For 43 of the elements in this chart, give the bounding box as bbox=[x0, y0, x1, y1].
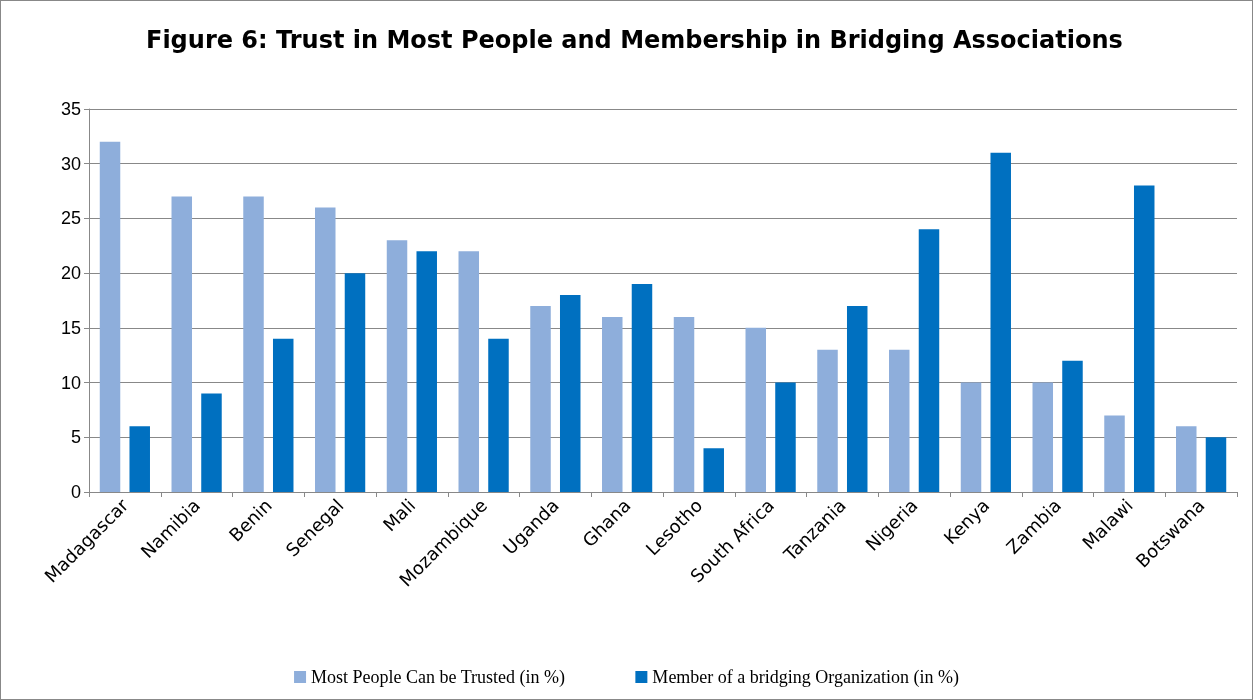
bar bbox=[201, 393, 222, 492]
bar bbox=[990, 152, 1011, 492]
bar bbox=[846, 305, 868, 492]
legend-label: Member of a bridging Organization (in %) bbox=[652, 667, 959, 688]
bar bbox=[918, 229, 940, 492]
y-tick-label: 25 bbox=[60, 208, 81, 229]
bar bbox=[745, 327, 767, 492]
y-tick-label: 10 bbox=[60, 372, 81, 393]
y-tick-label: 0 bbox=[70, 482, 81, 502]
bar bbox=[817, 349, 838, 492]
bar bbox=[703, 448, 724, 492]
bar bbox=[344, 273, 366, 492]
bar bbox=[1104, 415, 1125, 492]
bar bbox=[416, 251, 437, 492]
bar bbox=[458, 251, 480, 492]
bar bbox=[602, 316, 623, 492]
legend-label: Most People Can be Trusted (in %) bbox=[311, 667, 566, 688]
bar bbox=[530, 305, 551, 492]
bar bbox=[386, 240, 408, 492]
bar bbox=[243, 196, 264, 492]
bar bbox=[315, 207, 336, 492]
y-tick-label: 20 bbox=[60, 263, 81, 284]
bar bbox=[1205, 437, 1227, 492]
bar bbox=[272, 338, 294, 492]
bar bbox=[673, 316, 695, 492]
bar bbox=[1032, 382, 1054, 492]
bar bbox=[99, 141, 121, 492]
y-tick-label: 30 bbox=[60, 153, 81, 174]
bar bbox=[559, 295, 581, 492]
bar bbox=[129, 426, 150, 492]
chart-title: Figure 6: Trust in Most People and Membership in Bridging Associations bbox=[146, 26, 1123, 54]
bar bbox=[775, 382, 796, 492]
y-tick-label: 35 bbox=[60, 99, 81, 119]
bar bbox=[488, 338, 509, 492]
y-tick-label: 5 bbox=[70, 427, 81, 448]
bar bbox=[171, 196, 193, 492]
bar bbox=[889, 349, 910, 492]
bar bbox=[631, 284, 653, 492]
bar bbox=[1062, 360, 1083, 492]
bar bbox=[960, 382, 982, 492]
bar bbox=[1176, 426, 1197, 492]
y-tick-label: 15 bbox=[60, 317, 81, 338]
bar bbox=[1133, 185, 1155, 492]
